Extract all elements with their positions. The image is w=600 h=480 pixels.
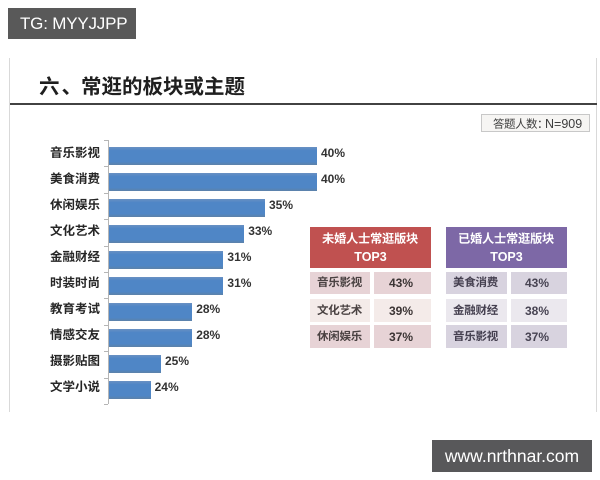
svg-text:N=909: N=909	[545, 117, 582, 131]
